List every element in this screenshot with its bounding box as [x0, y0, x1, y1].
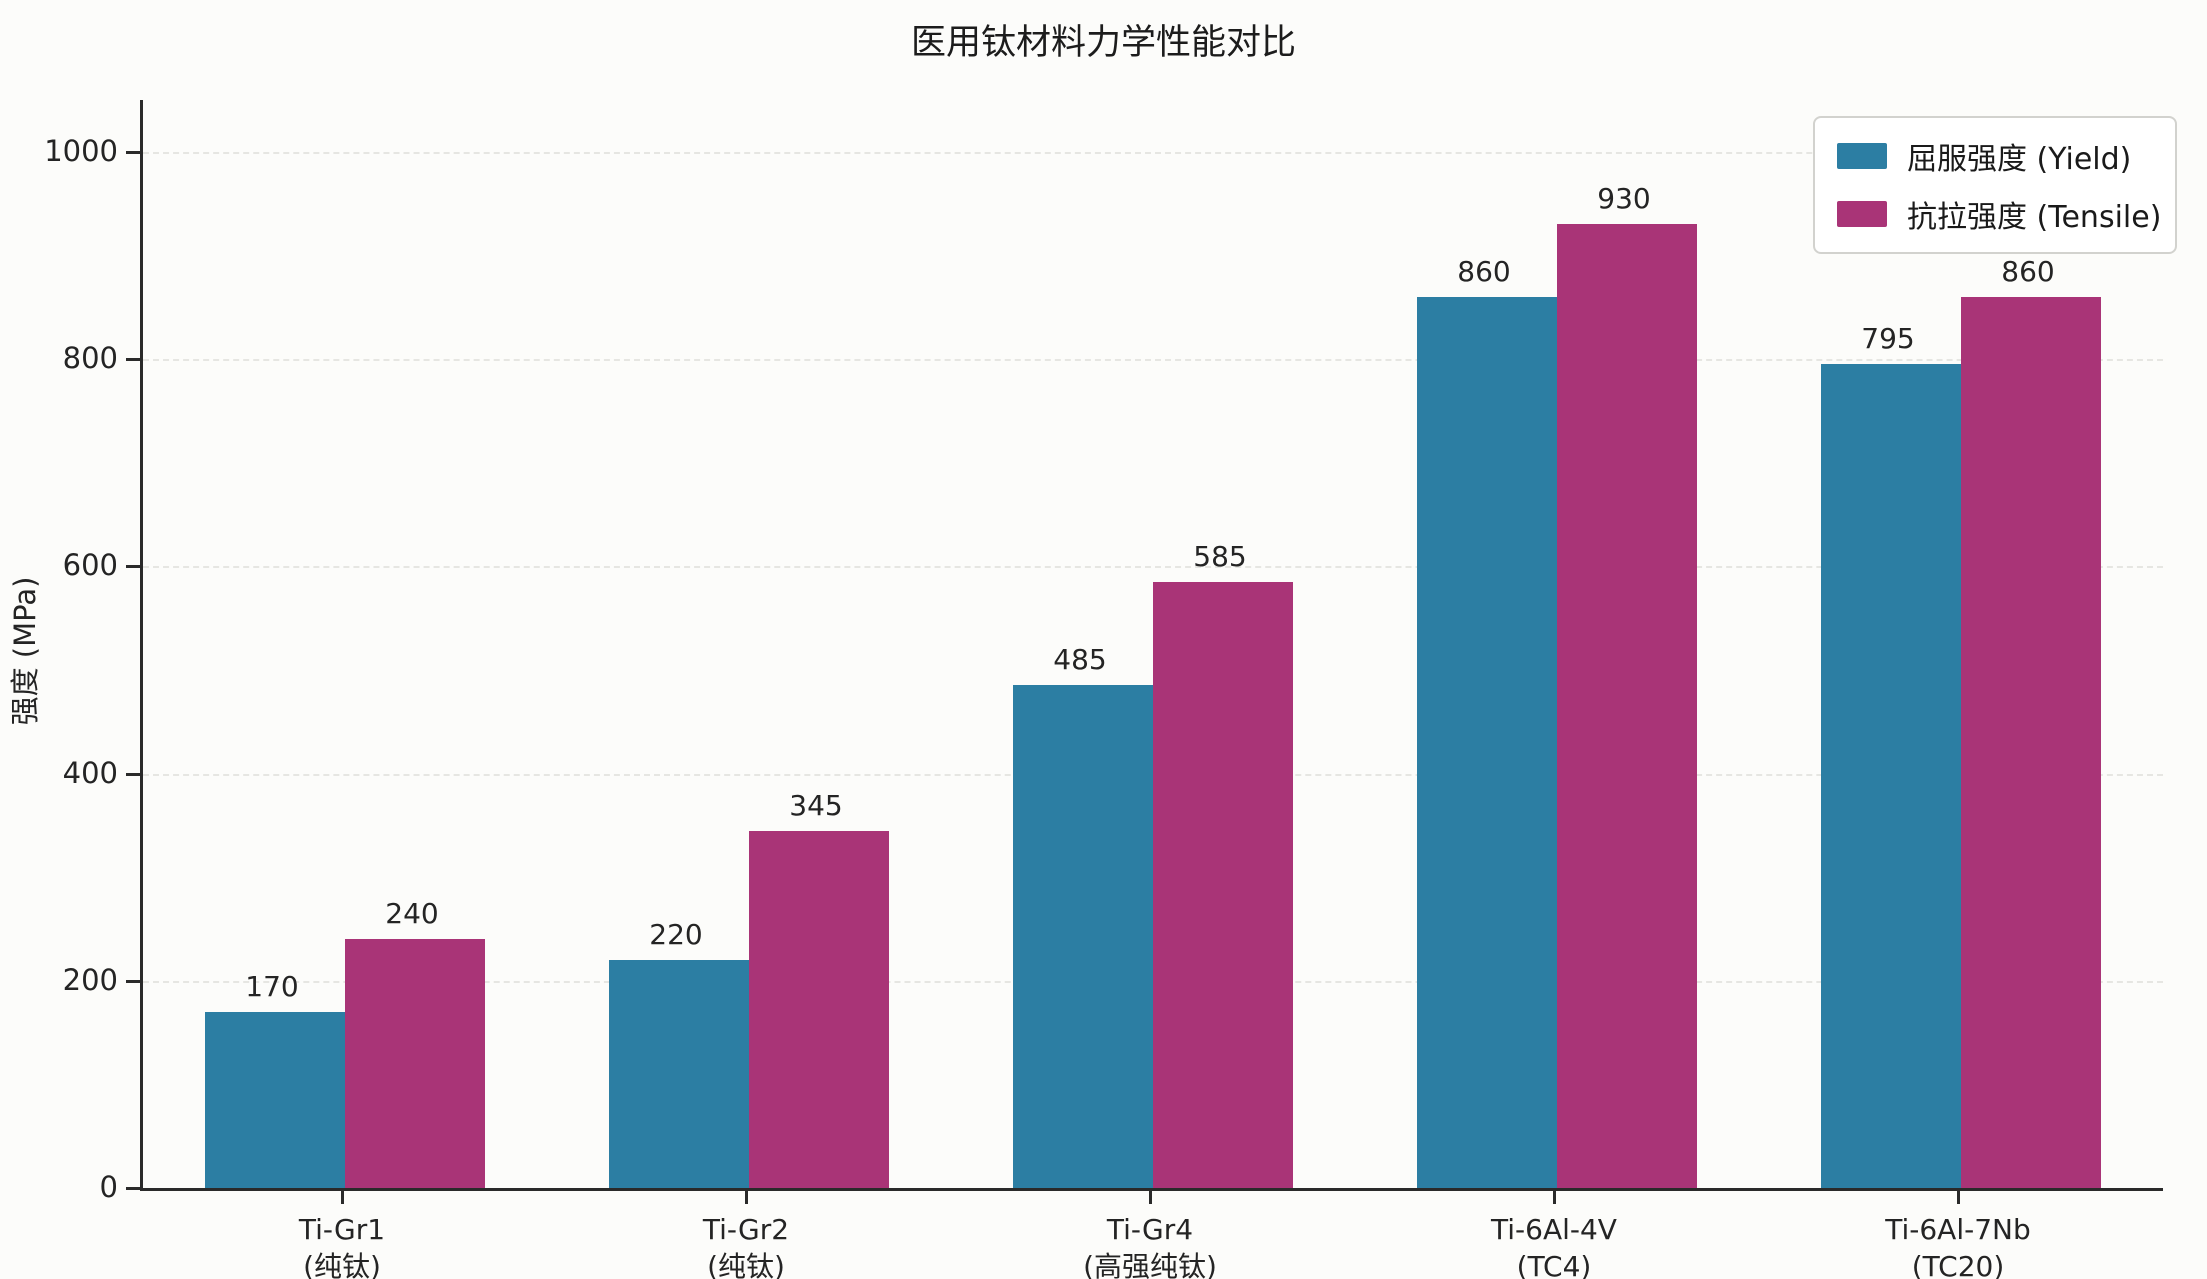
- legend-label: 抗拉强度 (Tensile): [1907, 200, 2162, 235]
- category-subname: (TC4): [1516, 1249, 1592, 1279]
- chart-title: 医用钛材料力学性能对比: [910, 23, 1296, 63]
- x-tick-mark: [341, 1191, 344, 1204]
- bar-yield: [1821, 364, 1961, 1188]
- legend-swatch: [1837, 143, 1887, 169]
- bar-yield: [1417, 296, 1557, 1188]
- x-tick-label: Ti-Gr2 (纯钛): [544, 1212, 948, 1279]
- category-name: Ti-6Al-7Nb: [1885, 1213, 2031, 1246]
- category-name: Ti-Gr2: [702, 1213, 790, 1246]
- category-subname: (TC20): [1911, 1249, 2005, 1279]
- y-tick-label: 200: [62, 962, 118, 997]
- y-tick-label: 400: [62, 755, 118, 790]
- y-tick-mark: [126, 772, 140, 776]
- legend-item: 抗拉强度 (Tensile): [1837, 192, 2161, 236]
- y-tick-mark: [126, 150, 140, 154]
- bar-value-label: 585: [1193, 539, 1247, 573]
- legend-swatch: [1837, 201, 1887, 227]
- legend: 屈服强度 (Yield) 抗拉强度 (Tensile): [1813, 116, 2177, 254]
- bar-value-label: 220: [649, 918, 703, 952]
- x-tick-label: Ti-Gr4 (高强纯钛): [948, 1212, 1352, 1279]
- x-tick-mark: [745, 1191, 748, 1204]
- y-tick-mark: [126, 358, 140, 362]
- y-tick-mark: [126, 565, 140, 569]
- x-tick-label: Ti-Gr1 (纯钛): [140, 1212, 544, 1279]
- y-axis-label: 强度 (MPa): [8, 576, 42, 726]
- bar-yield: [205, 1011, 345, 1188]
- bar-value-label: 345: [789, 788, 843, 822]
- gridline: [143, 151, 2163, 154]
- bar-value-label: 795: [1861, 322, 1915, 356]
- gridline: [143, 566, 2163, 569]
- y-tick-label: 0: [99, 1170, 118, 1204]
- bar-tensile: [1557, 224, 1697, 1188]
- bar-value-label: 485: [1053, 643, 1107, 677]
- x-tick-mark: [1957, 1191, 1960, 1204]
- legend-label: 屈服强度 (Yield): [1907, 142, 2132, 177]
- x-tick-mark: [1553, 1191, 1556, 1204]
- category-name: Ti-6Al-4V: [1491, 1213, 1617, 1246]
- bar-value-label: 860: [1457, 254, 1511, 288]
- x-tick-mark: [1149, 1191, 1152, 1204]
- plot-area: [140, 100, 2163, 1191]
- category-subname: (纯钛): [303, 1249, 381, 1279]
- category-subname: (纯钛): [707, 1249, 785, 1279]
- y-tick-label: 1000: [44, 133, 118, 168]
- x-tick-label: Ti-6Al-4V (TC4): [1352, 1212, 1756, 1279]
- bar-yield: [1013, 685, 1153, 1188]
- legend-item: 屈服强度 (Yield): [1837, 134, 2153, 178]
- category-subname: (高强纯钛): [1083, 1249, 1217, 1279]
- y-tick-mark: [126, 1187, 140, 1190]
- bar-value-label: 240: [385, 897, 439, 931]
- bar-tensile: [749, 830, 889, 1188]
- bar-tensile: [1961, 296, 2101, 1188]
- bar-value-label: 860: [2001, 254, 2055, 288]
- bar-tensile: [345, 939, 485, 1188]
- bar-tensile: [1153, 581, 1293, 1188]
- bar-yield: [609, 960, 749, 1188]
- y-tick-label: 600: [62, 548, 118, 583]
- y-tick-mark: [126, 979, 140, 983]
- category-name: Ti-Gr4: [1106, 1213, 1194, 1246]
- bar-value-label: 170: [245, 969, 299, 1003]
- category-name: Ti-Gr1: [298, 1213, 386, 1246]
- y-tick-label: 800: [62, 341, 118, 376]
- x-tick-label: Ti-6Al-7Nb (TC20): [1756, 1212, 2160, 1279]
- gridline: [143, 359, 2163, 362]
- bar-value-label: 930: [1597, 182, 1651, 216]
